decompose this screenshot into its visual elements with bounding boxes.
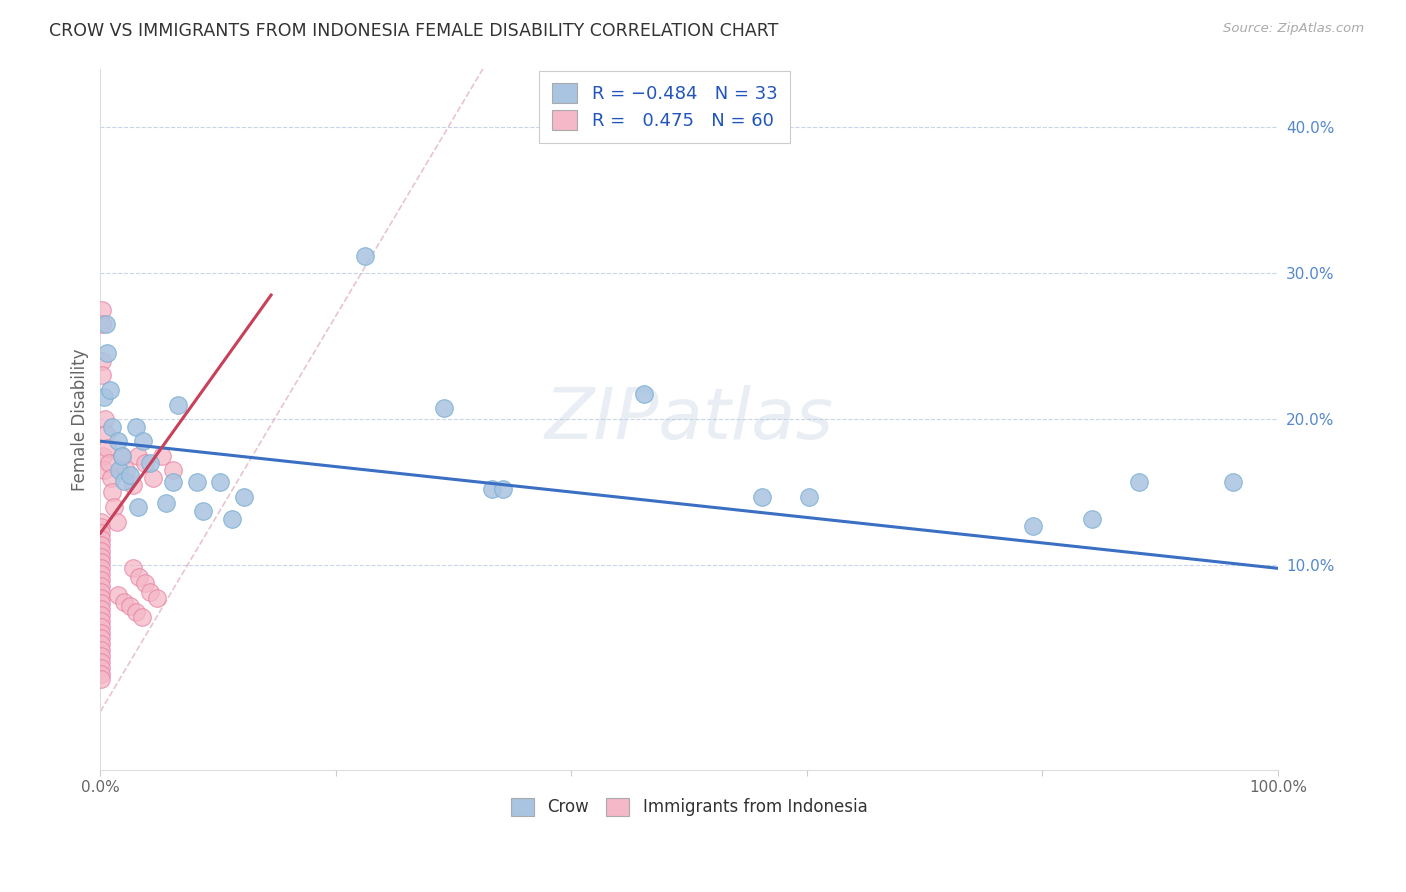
- Point: [90, 620, 112, 634]
- Point: [90, 632, 112, 646]
- Point: [354, 249, 377, 263]
- Point: [103, 500, 125, 514]
- Point: [90, 584, 112, 599]
- Point: [1222, 475, 1244, 489]
- Point: [131, 609, 153, 624]
- Point: [128, 570, 150, 584]
- Point: [90, 318, 112, 332]
- Legend: Crow, Immigrants from Indonesia: Crow, Immigrants from Indonesia: [502, 789, 876, 825]
- Point: [90, 655, 112, 669]
- Point: [492, 483, 515, 497]
- Point: [90, 520, 112, 534]
- Point: [124, 605, 146, 619]
- Point: [433, 401, 456, 415]
- Point: [90, 596, 112, 610]
- Point: [100, 471, 122, 485]
- Point: [90, 532, 112, 546]
- Point: [110, 449, 132, 463]
- Point: [90, 591, 112, 605]
- Point: [90, 549, 112, 564]
- Point: [134, 576, 156, 591]
- Point: [127, 500, 149, 514]
- Point: [90, 643, 112, 657]
- Point: [90, 573, 112, 587]
- Point: [124, 419, 146, 434]
- Point: [90, 543, 112, 558]
- Point: [146, 591, 169, 605]
- Point: [90, 353, 112, 368]
- Point: [139, 584, 162, 599]
- Point: [481, 483, 503, 497]
- Point: [101, 419, 124, 434]
- Point: [96, 346, 118, 360]
- Point: [90, 302, 112, 317]
- Point: [112, 595, 135, 609]
- Point: [90, 648, 112, 663]
- Point: [209, 475, 232, 489]
- Point: [108, 463, 131, 477]
- Point: [221, 511, 243, 525]
- Point: [93, 390, 115, 404]
- Point: [162, 463, 184, 477]
- Point: [90, 637, 112, 651]
- Point: [93, 463, 115, 477]
- Point: [97, 456, 120, 470]
- Point: [167, 398, 190, 412]
- Point: [91, 449, 114, 463]
- Text: Source: ZipAtlas.com: Source: ZipAtlas.com: [1223, 22, 1364, 36]
- Point: [122, 478, 145, 492]
- Point: [118, 599, 141, 614]
- Point: [90, 625, 112, 640]
- Point: [90, 567, 112, 582]
- Point: [90, 666, 112, 681]
- Text: CROW VS IMMIGRANTS FROM INDONESIA FEMALE DISABILITY CORRELATION CHART: CROW VS IMMIGRANTS FROM INDONESIA FEMALE…: [49, 22, 779, 40]
- Point: [90, 556, 112, 570]
- Point: [96, 442, 118, 456]
- Text: ZIPatlas: ZIPatlas: [544, 384, 834, 454]
- Point: [96, 318, 118, 332]
- Point: [90, 602, 112, 616]
- Point: [633, 387, 655, 401]
- Point: [191, 504, 214, 518]
- Y-axis label: Female Disability: Female Disability: [72, 348, 89, 491]
- Point: [112, 474, 135, 488]
- Point: [1022, 519, 1045, 533]
- Point: [118, 467, 141, 482]
- Point: [101, 485, 124, 500]
- Point: [107, 588, 129, 602]
- Point: [90, 673, 112, 687]
- Point: [110, 449, 132, 463]
- Point: [1081, 511, 1104, 525]
- Point: [90, 608, 112, 623]
- Point: [127, 449, 149, 463]
- Point: [90, 561, 112, 575]
- Point: [162, 475, 184, 489]
- Point: [94, 412, 117, 426]
- Point: [1128, 475, 1150, 489]
- Point: [90, 526, 112, 541]
- Point: [132, 434, 155, 449]
- Point: [90, 368, 112, 383]
- Point: [105, 515, 128, 529]
- Point: [142, 471, 165, 485]
- Point: [90, 579, 112, 593]
- Point: [139, 456, 162, 470]
- Point: [134, 456, 156, 470]
- Point: [98, 383, 121, 397]
- Point: [90, 538, 112, 552]
- Point: [751, 490, 773, 504]
- Point: [96, 426, 118, 441]
- Point: [90, 515, 112, 529]
- Point: [155, 495, 177, 509]
- Point: [115, 463, 138, 477]
- Point: [799, 490, 821, 504]
- Point: [90, 614, 112, 628]
- Point: [107, 434, 129, 449]
- Point: [90, 661, 112, 675]
- Point: [150, 449, 173, 463]
- Point: [186, 475, 208, 489]
- Point: [122, 561, 145, 575]
- Point: [233, 490, 256, 504]
